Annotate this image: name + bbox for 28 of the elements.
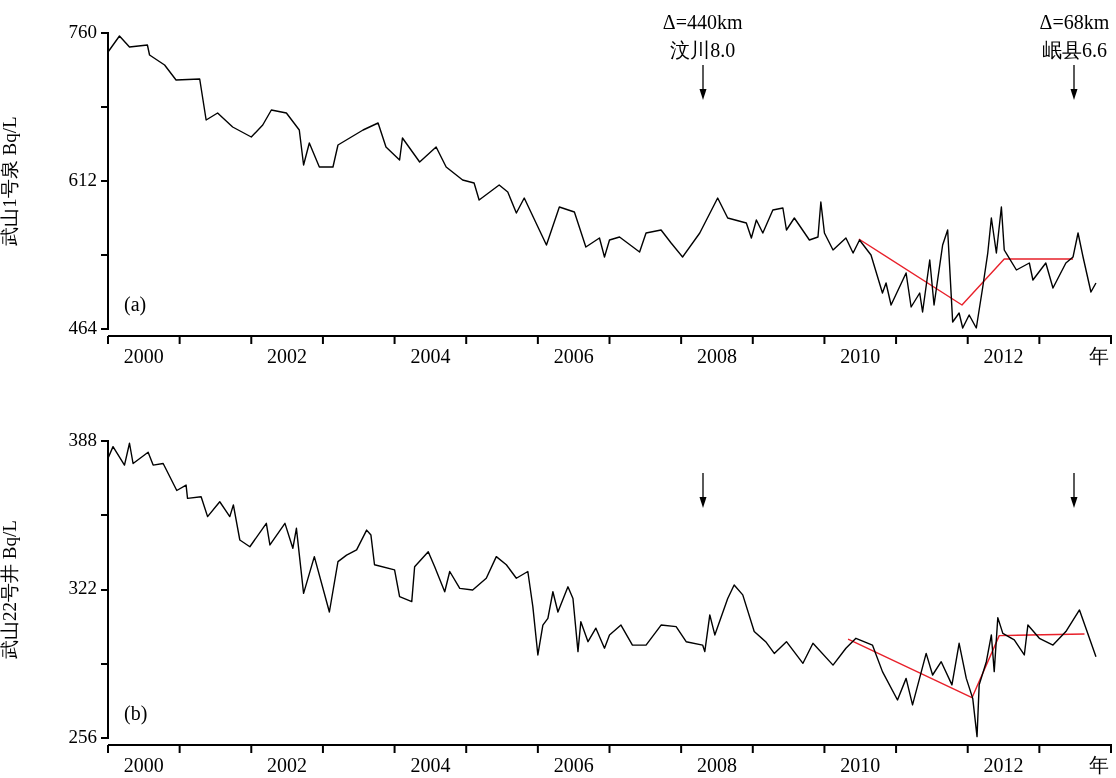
x-tick-label: 2010: [840, 754, 881, 777]
x-tick-label: 2006: [553, 345, 594, 368]
x-tick-label: 2002: [267, 345, 308, 368]
y-tick-label: 464: [68, 316, 98, 338]
x-tick-label: 2004: [410, 345, 451, 368]
annotation: (a): [124, 293, 147, 316]
y-tick-label: 388: [68, 428, 97, 450]
annotation: Δ=68km 岷县6.6: [1039, 11, 1110, 61]
x-tick-label: 2004: [410, 754, 451, 777]
x-tick-label: 2008: [696, 754, 737, 777]
x-axis-title: 年: [1089, 345, 1109, 368]
x-tick-label: 2006: [553, 754, 594, 777]
x-axis-title: 年: [1089, 754, 1109, 777]
y-tick-label: 612: [68, 168, 97, 190]
x-tick-label: 2012: [983, 345, 1024, 368]
x-tick-label: 2010: [840, 345, 881, 368]
y-tick-label: 760: [68, 20, 97, 42]
x-tick-label: 2002: [267, 754, 308, 777]
x-tick-label: 2000: [123, 345, 164, 368]
y-axis-title: 武山1号泉 Bq/L: [0, 116, 21, 246]
y-tick-label: 322: [68, 577, 97, 599]
annotation: Δ=440km 汶川8.0: [662, 11, 743, 61]
x-tick-label: 2012: [983, 754, 1024, 777]
x-tick-label: 2008: [696, 345, 737, 368]
x-tick-label: 2000: [123, 754, 164, 777]
y-axis-title: 武山22号井 Bq/L: [0, 520, 21, 659]
y-tick-label: 256: [68, 725, 97, 747]
annotation: (b): [124, 702, 148, 725]
